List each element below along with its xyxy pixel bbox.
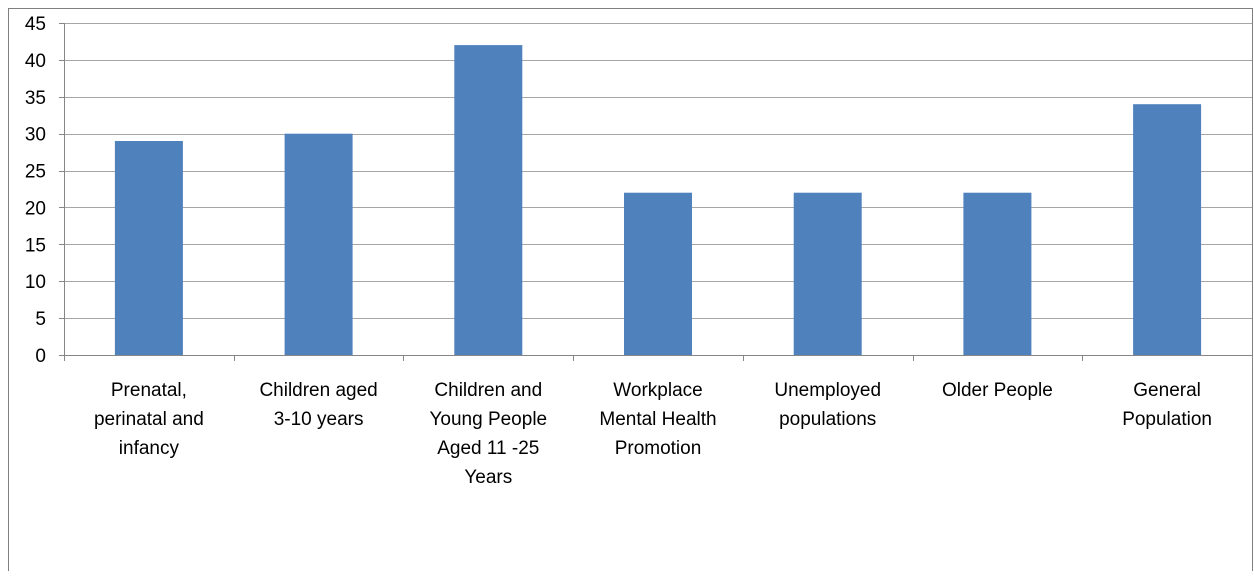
bar bbox=[793, 192, 862, 355]
y-tick-label: 30 bbox=[25, 125, 46, 146]
x-tick-label: Children and Young People Aged 11 -25 Years bbox=[429, 380, 547, 488]
x-axis-tick-labels: Prenatal, perinatal and infancy Children ag… bbox=[94, 380, 1212, 488]
x-tick-label-line: infancy bbox=[119, 438, 180, 459]
y-tick-label: 0 bbox=[35, 346, 46, 367]
x-tick-label: Workplace Mental Health Promotion bbox=[599, 380, 716, 459]
y-tick-label: 45 bbox=[25, 14, 46, 35]
x-tick-label: Prenatal, perinatal and infancy bbox=[94, 380, 204, 459]
bar bbox=[454, 45, 523, 355]
x-tick-label-line: populations bbox=[779, 409, 876, 430]
x-tick-label: Unemployed populations bbox=[774, 380, 881, 430]
x-tick-label-line: Population bbox=[1122, 409, 1212, 430]
y-tick-label: 20 bbox=[25, 198, 46, 219]
x-tick-label-line: Older People bbox=[942, 380, 1053, 401]
x-tick-label-line: Workplace bbox=[613, 380, 702, 401]
axes bbox=[59, 23, 1253, 361]
bar bbox=[284, 133, 353, 355]
y-tick-label: 10 bbox=[25, 272, 46, 293]
chart-area-border bbox=[8, 8, 1253, 576]
x-tick-label-line: Aged 11 -25 bbox=[437, 438, 539, 459]
x-tick-label: General Population bbox=[1122, 380, 1212, 430]
bar-series bbox=[114, 45, 1202, 355]
x-tick-label-line: Mental Health bbox=[599, 409, 716, 430]
x-tick-label-line: Years bbox=[464, 467, 512, 488]
x-tick-label-line: Children aged bbox=[259, 380, 377, 401]
bar bbox=[963, 192, 1032, 355]
y-tick-label: 25 bbox=[25, 162, 46, 183]
x-tick-label-line: 3-10 years bbox=[274, 409, 364, 430]
y-tick-label: 5 bbox=[35, 309, 46, 330]
bar bbox=[114, 141, 183, 355]
y-axis-tick-labels: 0 5 10 15 20 25 30 35 40 45 bbox=[25, 14, 46, 367]
x-tick-label-line: Young People bbox=[429, 409, 547, 430]
y-tick-label: 15 bbox=[25, 235, 46, 256]
x-tick-label-line: Children and bbox=[434, 380, 542, 401]
x-tick-label-line: General bbox=[1133, 380, 1201, 401]
x-tick-label-line: Prenatal, bbox=[111, 380, 187, 401]
x-tick-label: Children aged 3-10 years bbox=[259, 380, 377, 430]
x-tick-label-line: perinatal and bbox=[94, 409, 204, 430]
y-tick-label: 35 bbox=[25, 88, 46, 109]
x-tick-label-line: Unemployed bbox=[774, 380, 881, 401]
x-tick-label: Older People bbox=[942, 380, 1053, 401]
bar bbox=[624, 192, 692, 355]
y-tick-label: 40 bbox=[25, 51, 46, 72]
x-tick-label-line: Promotion bbox=[615, 438, 702, 459]
bar bbox=[1133, 104, 1202, 355]
